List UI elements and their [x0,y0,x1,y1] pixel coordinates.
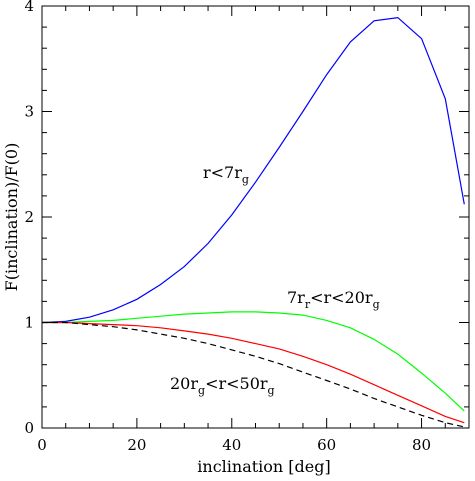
y-tick-label: 2 [24,208,34,226]
x-axis-label: inclination [deg] [197,457,330,476]
series-line-3 [42,321,465,428]
axes-layer: 0 20 40 60 80 0 1 2 3 4 [24,0,470,454]
plot-frame [41,5,470,429]
x-tick-label: 80 [412,436,431,454]
series-line-1 [42,311,465,412]
series-line-0 [41,16,465,324]
labels-layer: inclination [deg] F(inclination)/F(0) r<… [2,143,380,476]
series-layer [41,16,465,428]
x-tick-label: 60 [317,436,336,454]
y-tick-label: 1 [24,314,34,332]
x-tick-label: 20 [127,436,146,454]
x-tick-label: 40 [222,436,241,454]
y-tick-label: 4 [24,0,34,15]
y-tick-label: 0 [24,419,34,437]
series-line-2 [42,321,465,424]
y-tick-label: 3 [24,103,34,121]
annotation-middle-radius: 7rr<r<20rg [287,288,380,311]
x-tick-label: 0 [37,436,47,454]
annotation-inner-radius: r<7rg [203,163,249,186]
annotation-outer-radius: 20rg<r<50rg [170,374,275,397]
y-axis-label: F(inclination)/F(0) [2,143,21,292]
